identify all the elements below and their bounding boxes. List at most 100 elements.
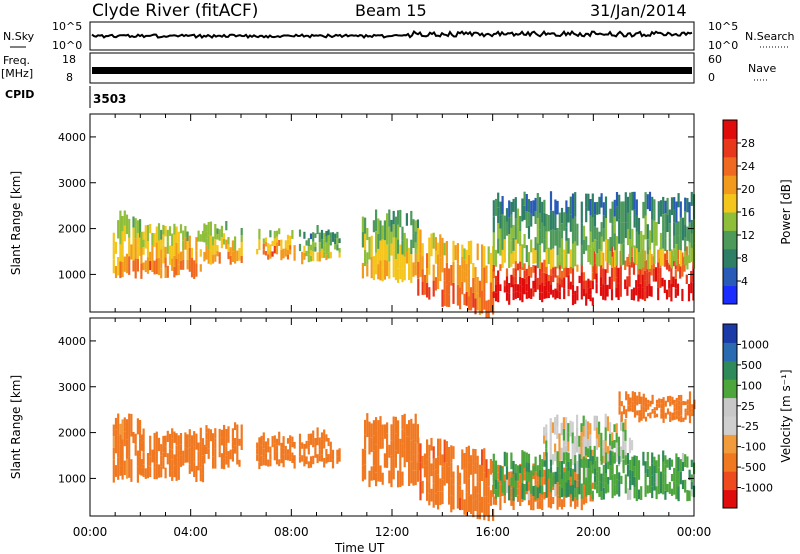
- echo-cell: [372, 465, 375, 481]
- echo-cell: [190, 247, 194, 258]
- echo-cell: [182, 260, 185, 270]
- echo-cell: [651, 219, 654, 243]
- echo-cell: [240, 441, 243, 450]
- echo-cell: [501, 249, 504, 268]
- echo-cell: [146, 241, 150, 258]
- echo-cell: [223, 424, 226, 436]
- echo-cell: [397, 470, 400, 488]
- echo-cell: [153, 456, 156, 468]
- echo-cell: [214, 438, 217, 449]
- time-axis: 00:00 04:00 08:00 12:00 16:00 20:00 00:00: [73, 525, 712, 539]
- echo-cell: [543, 427, 546, 436]
- echo-cell: [461, 244, 464, 257]
- echo-cell: [445, 441, 448, 463]
- echo-cell: [521, 198, 524, 222]
- echo-cell: [155, 431, 158, 448]
- echo-cell: [516, 488, 520, 496]
- echo-cell: [229, 256, 232, 265]
- echo-cell: [648, 191, 652, 212]
- echo-cell: [598, 481, 601, 497]
- echo-cell: [582, 415, 585, 427]
- echo-cell: [629, 459, 632, 470]
- echo-cell: [223, 435, 226, 447]
- echo-cell: [521, 450, 524, 467]
- echo-cell: [514, 291, 517, 299]
- echo-cell: [609, 422, 612, 434]
- echo-cell: [681, 462, 685, 471]
- echo-cell: [611, 474, 614, 487]
- echo-cell: [463, 499, 466, 515]
- echo-cell: [651, 409, 654, 414]
- echo-cell: [209, 429, 212, 442]
- echo-cell: [146, 453, 150, 466]
- echo-cell: [673, 248, 676, 261]
- echo-cell: [303, 252, 306, 260]
- echo-cell: [632, 261, 636, 275]
- colorbar-segment: [723, 342, 737, 362]
- echo-cell: [622, 422, 625, 432]
- echo-cell: [173, 234, 176, 246]
- echo-cell: [381, 267, 384, 282]
- echo-cell: [117, 257, 120, 276]
- echo-cell: [334, 238, 337, 245]
- echo-cell: [595, 273, 598, 284]
- echo-cell: [655, 486, 658, 500]
- echo-cell: [264, 453, 268, 460]
- echo-cell: [666, 214, 669, 232]
- echo-cell: [620, 201, 623, 223]
- echo-cell: [492, 248, 495, 265]
- echo-cell: [450, 478, 453, 496]
- echo-cell: [478, 297, 481, 315]
- echo-cell: [190, 444, 194, 454]
- echo-cell: [571, 294, 575, 306]
- echo-cell: [669, 411, 672, 417]
- echo-cell: [554, 288, 557, 300]
- echo-cell: [461, 449, 464, 470]
- echo-cell: [607, 461, 610, 470]
- echo-cell: [467, 241, 470, 255]
- echo-cell: [657, 287, 660, 301]
- echo-cell: [485, 265, 488, 283]
- echo-cell: [441, 237, 444, 256]
- echo-cell: [655, 403, 659, 407]
- nave-tick-top: 60: [708, 53, 722, 66]
- echo-cell: [193, 461, 196, 477]
- echo-cell: [611, 486, 614, 499]
- echo-cell: [618, 391, 621, 400]
- echo-cell: [613, 424, 616, 433]
- echo-cell: [117, 435, 120, 458]
- echo-cell: [476, 293, 479, 311]
- echo-cell: [205, 245, 208, 253]
- echo-cell: [162, 253, 165, 264]
- echo-cell: [622, 243, 625, 265]
- echo-cell: [580, 272, 583, 282]
- echo-cell: [463, 453, 466, 469]
- colorbar-tick-label: -1000: [741, 482, 773, 495]
- echo-cell: [536, 465, 539, 477]
- echo-cell: [275, 451, 279, 458]
- echo-cell: [419, 462, 422, 482]
- echo-cell: [231, 435, 234, 442]
- echo-cell: [547, 215, 550, 232]
- echo-cell: [626, 212, 630, 229]
- echo-cell: [593, 461, 597, 469]
- echo-cell: [258, 456, 261, 463]
- echo-cell: [615, 432, 618, 443]
- echo-cell: [569, 420, 572, 437]
- echo-cell: [591, 482, 594, 489]
- echo-cell: [240, 228, 243, 235]
- velocity-colorbar-label: Velocity [m s⁻¹]: [779, 369, 793, 462]
- echo-cell: [549, 230, 553, 250]
- echo-cell: [644, 192, 647, 216]
- echo-cell: [503, 280, 506, 287]
- echo-cell: [168, 448, 172, 463]
- echo-cell: [668, 250, 671, 265]
- echo-cell: [633, 392, 637, 399]
- echo-cell: [549, 285, 553, 295]
- echo-cell: [381, 253, 384, 268]
- echo-cell: [278, 459, 281, 467]
- echo-cell: [214, 246, 217, 255]
- echo-cell: [626, 256, 629, 267]
- echo-cell: [394, 450, 397, 468]
